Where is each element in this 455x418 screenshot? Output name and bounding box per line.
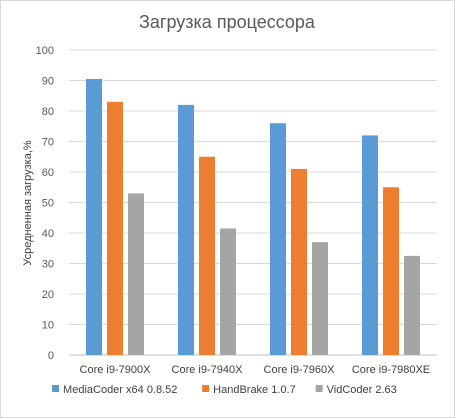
bar [404, 255, 420, 355]
bar [107, 101, 123, 355]
y-tick-label: 90 [42, 76, 54, 88]
bar [199, 156, 215, 355]
x-category-label: Core i9-7900X [80, 364, 152, 376]
bars [86, 78, 420, 356]
y-tick-label: 80 [42, 106, 54, 118]
y-tick-label: 10 [42, 320, 54, 332]
x-axis-categories: Core i9-7900X Core i9-7940X Core i9-7960X C… [80, 364, 431, 376]
y-tick-label: 40 [42, 228, 54, 240]
bar [362, 135, 378, 355]
x-category-label: Core i9-7980XE [352, 364, 430, 376]
y-tick-label: 60 [42, 167, 54, 179]
y-tick-label: 50 [42, 198, 54, 210]
legend-label: HandBrake 1.0.7 [213, 384, 296, 396]
x-category-label: Core i9-7940X [172, 364, 244, 376]
legend-label: MediaCoder x64 0.8.52 [63, 384, 177, 396]
legend-swatch [52, 385, 60, 392]
y-tick-label: 20 [42, 289, 54, 301]
bar [86, 78, 102, 355]
chart-title: Загрузка процессора [139, 12, 316, 32]
legend-swatch [202, 385, 210, 392]
y-tick-label: 70 [42, 137, 54, 149]
gridlines [69, 49, 437, 356]
y-tick-label: 30 [42, 259, 54, 271]
legend: MediaCoder x64 0.8.52 HandBrake 1.0.7 VidC… [52, 384, 397, 396]
y-axis-label: Усредненная загрузка,% [22, 140, 34, 266]
legend-label: VidCoder 2.63 [327, 384, 397, 396]
bar [178, 104, 194, 356]
y-tick-label: 100 [36, 45, 54, 57]
bar [291, 168, 307, 355]
legend-swatch [315, 385, 323, 392]
y-axis-ticks: 0 10 20 30 40 50 60 70 80 90 100 [36, 45, 54, 362]
x-category-label: Core i9-7960X [264, 364, 336, 376]
bar [128, 193, 144, 355]
y-tick-label: 0 [48, 350, 54, 362]
bar [312, 242, 328, 355]
bar [220, 228, 236, 355]
bar [270, 123, 286, 355]
bar [383, 187, 399, 355]
